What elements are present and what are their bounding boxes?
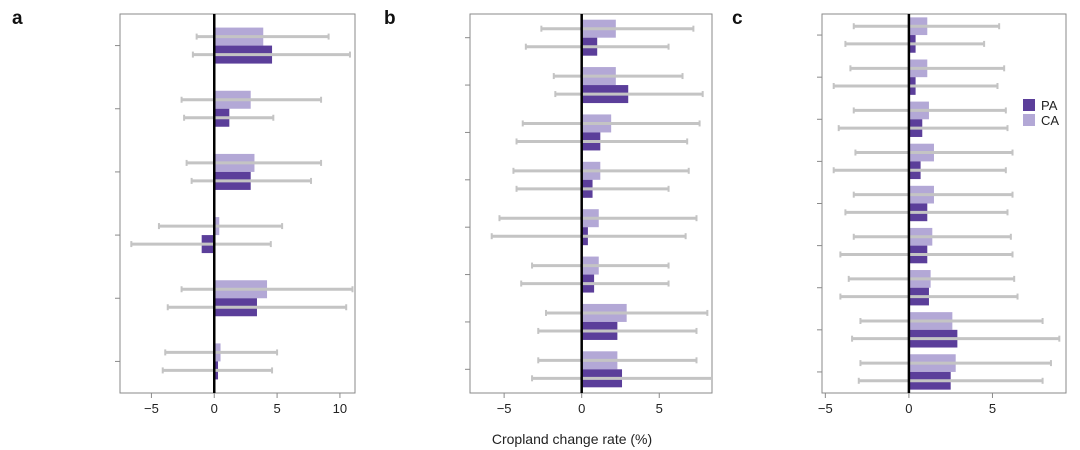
- panel-c-x-tick-label-5: 5: [989, 401, 996, 416]
- panel-c: −5 0 5: [817, 13, 1067, 416]
- panel-b-x-tick-label-0: 0: [578, 401, 585, 416]
- panel-b: −5 0 5: [465, 13, 713, 416]
- panel-b-frame: [469, 13, 713, 394]
- panel-c-x-tick-label-0: 0: [905, 401, 912, 416]
- panel-c-x-tick-label-5: −5: [818, 401, 833, 416]
- panel-a-x-tick-label-0: 0: [211, 401, 218, 416]
- panel-b-x-tick-label-5: 5: [656, 401, 663, 416]
- legend-swatch-pa: [1023, 99, 1035, 111]
- panel-b-x-tick-label-5: −5: [497, 401, 512, 416]
- panel-a-x-tick-label-5: 5: [273, 401, 280, 416]
- panel-letter-b: b: [384, 8, 396, 29]
- panel-letter-a: a: [12, 8, 23, 29]
- legend-swatch-ca: [1023, 114, 1035, 126]
- panel-a-x-tick-label-5: −5: [144, 401, 159, 416]
- legend: PA CA: [1023, 98, 1059, 128]
- panel-a-frame: [119, 13, 356, 394]
- legend-label-pa: PA: [1041, 98, 1058, 113]
- panel-a-x-tick-label-10: 10: [333, 401, 347, 416]
- panel-letter-c: c: [732, 8, 743, 29]
- shared-x-axis-title: Cropland change rate (%): [492, 431, 652, 447]
- legend-label-ca: CA: [1041, 113, 1059, 128]
- panel-a: −5 0 5 10: [115, 13, 356, 416]
